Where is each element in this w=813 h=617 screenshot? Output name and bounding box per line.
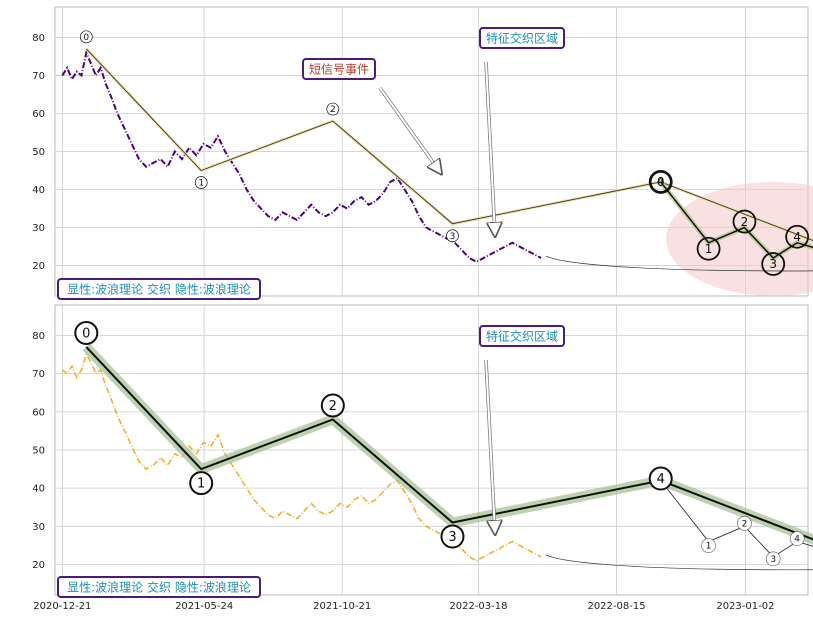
feature-zone-label-box [479, 325, 565, 347]
x-tick-label: 2021-10-21 [313, 601, 371, 612]
y-tick-label: 30 [32, 223, 45, 234]
wave-marker [79, 30, 93, 44]
legend-label: 显性:波浪理论 交织 隐性:波浪理论 [67, 580, 251, 595]
signal-event-label: 短信号事件 [309, 63, 369, 77]
wave-marker [320, 393, 345, 418]
wave-marker [649, 171, 672, 193]
y-tick-label: 60 [32, 109, 45, 120]
wave-label-minor: 4 [793, 230, 801, 244]
wave-marker-minor [732, 209, 757, 234]
wave-marker [446, 229, 459, 243]
wave-label: 2 [329, 399, 337, 414]
wave-label: 4 [657, 175, 664, 188]
y-tick-label: 50 [32, 446, 45, 457]
wave-marker [74, 320, 99, 345]
y-tick-label: 70 [32, 71, 45, 82]
wave-marker-minor [761, 252, 786, 276]
wave-marker-minor [765, 551, 781, 567]
wave-marker-minor [696, 236, 721, 261]
wave-marker-minor [737, 516, 752, 531]
wave-label: 0 [82, 327, 90, 342]
y-tick-label: 20 [32, 261, 45, 272]
wave-label-minor: 2 [741, 215, 749, 229]
y-tick-label: 50 [32, 147, 45, 158]
zone-arrow-fill [485, 61, 495, 234]
curve-arrow [545, 554, 813, 571]
wave-marker [440, 524, 465, 549]
y-tick-label: 40 [32, 484, 45, 495]
panel-top: 20304050607080012345012345短信号事件特征交织区域显性:… [32, 6, 813, 300]
wave-label: 2 [330, 105, 336, 115]
wave-label-minor: 2 [742, 519, 748, 529]
y-tick-label: 30 [32, 522, 45, 533]
wave-line-minor [660, 181, 813, 259]
wave-label-minor: 4 [794, 535, 800, 545]
wave-marker [648, 466, 673, 491]
wave-marker-minor [785, 224, 810, 249]
wave-marker-minor [789, 531, 805, 546]
y-tick-label: 40 [32, 185, 45, 196]
feature-zone-label: 特征交织区域 [486, 31, 558, 46]
signal-arrow-fill [379, 87, 440, 172]
wave-label-minor: 3 [770, 555, 776, 565]
legend-box [57, 576, 261, 598]
signal-zone-ellipse [666, 181, 813, 296]
wave-label: 4 [657, 472, 665, 487]
legend-label: 显性:波浪理论 交织 隐性:波浪理论 [67, 282, 251, 297]
zone-arrow-fill [485, 359, 495, 532]
feature-zone-label-box [479, 27, 565, 49]
y-tick-label: 80 [32, 33, 45, 44]
wave-label-minor: 0 [657, 175, 665, 189]
wave-line-major [85, 48, 813, 241]
wave-marker [189, 471, 214, 496]
y-tick-label: 80 [32, 331, 45, 342]
wave-label: 3 [450, 232, 456, 242]
wave-marker [326, 102, 340, 116]
curve-arrow [545, 255, 813, 272]
wave-label: 3 [448, 530, 456, 545]
wave-marker-minor [701, 538, 716, 553]
x-tick-label: 2022-03-18 [449, 601, 507, 612]
x-tick-label: 2021-05-24 [175, 601, 233, 612]
wave-line-minor [660, 480, 813, 558]
x-tick-label: 2023-01-02 [716, 601, 774, 612]
x-tick-label: 2022-08-15 [587, 601, 645, 612]
wave-marker [194, 176, 208, 189]
signal-event-label-box [302, 58, 376, 80]
wave-label-minor: 3 [769, 257, 777, 271]
wave-label: 1 [198, 179, 204, 189]
wave-label-minor: 1 [705, 242, 713, 256]
price-series-line [61, 49, 542, 263]
wave-line-major [85, 346, 813, 541]
x-tick-label: 2020-12-21 [33, 601, 91, 612]
legend-box [57, 278, 261, 300]
wave-label: 1 [197, 477, 205, 492]
y-tick-label: 20 [32, 560, 45, 571]
y-tick-label: 70 [32, 369, 45, 380]
wave-marker-minor [648, 170, 673, 194]
wave-label-minor: 1 [706, 542, 712, 552]
y-tick-label: 60 [32, 407, 45, 418]
wave-label: 0 [83, 33, 89, 43]
feature-zone-label: 特征交织区域 [486, 329, 558, 344]
